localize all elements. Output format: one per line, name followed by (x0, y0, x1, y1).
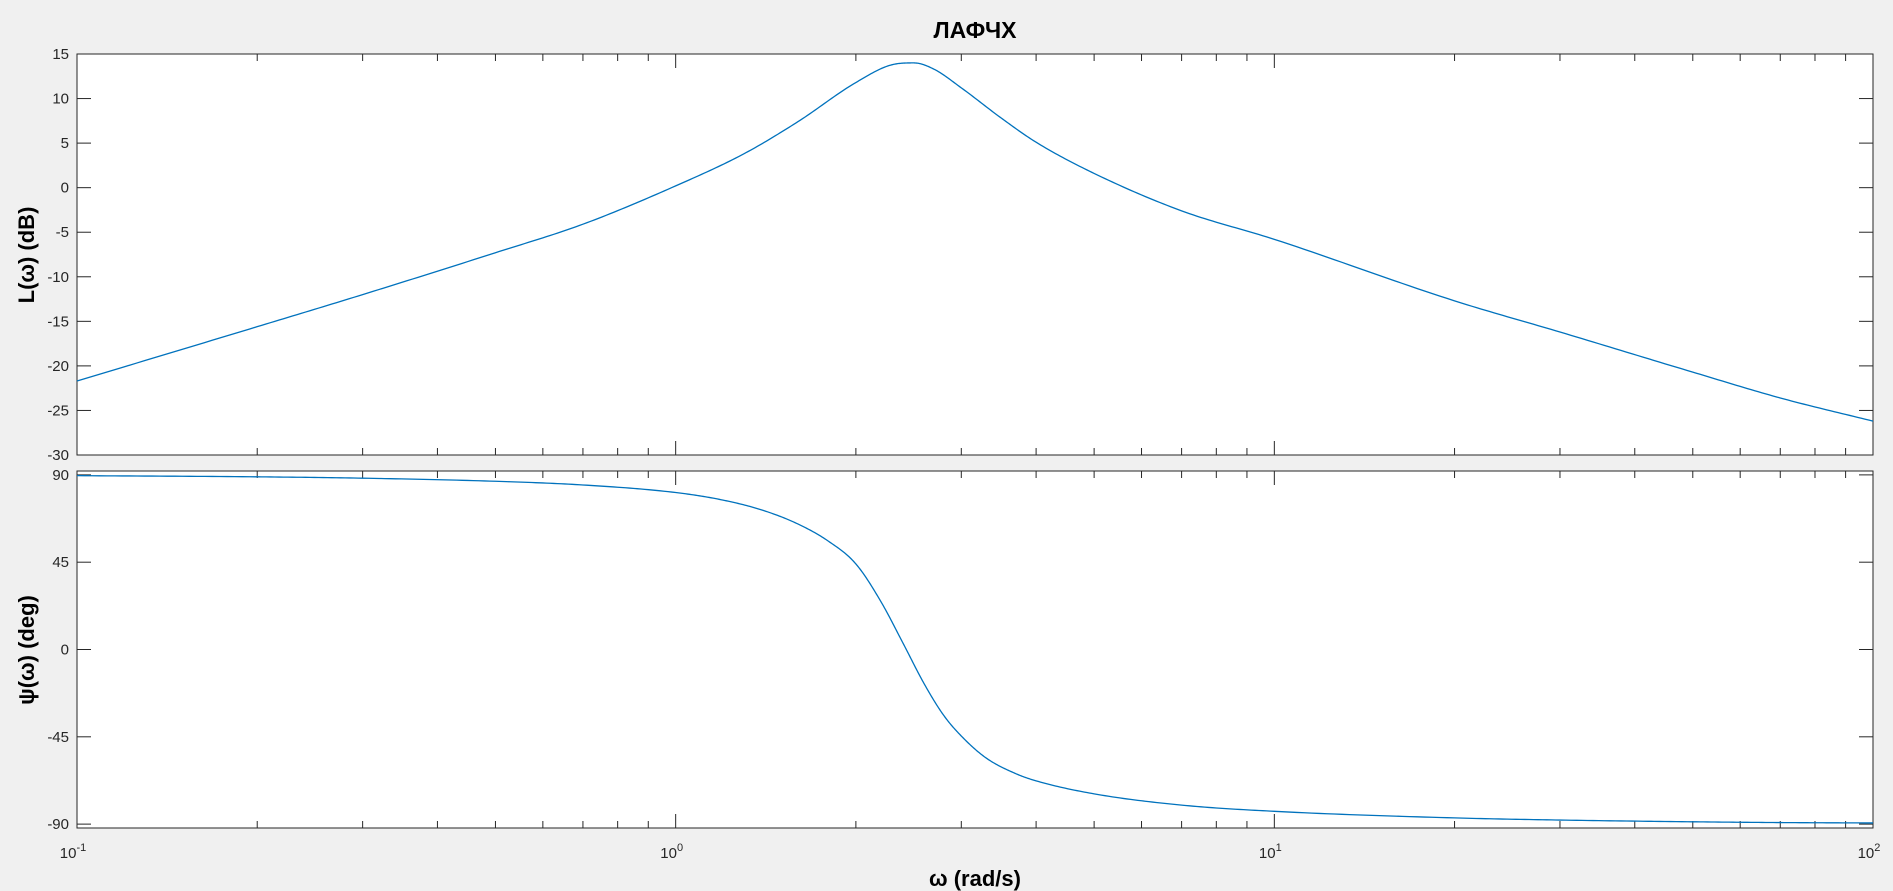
phase-y-axis-label: ψ(ω) (deg) (14, 595, 39, 705)
x-tick-label: 10-1 (60, 842, 86, 862)
magnitude-y-tick-label: -25 (47, 402, 69, 419)
magnitude-series-line (76, 62, 1874, 422)
magnitude-y-tick-label: 0 (61, 180, 69, 197)
magnitude-y-tick-label: -10 (47, 269, 69, 286)
x-axis-label: ω (rad/s) (929, 866, 1021, 891)
magnitude-y-tick-label: 5 (61, 135, 69, 152)
x-tick-labels: 10-1 100 101 102 (60, 842, 1881, 862)
magnitude-y-axis-label: L(ω) (dB) (14, 207, 39, 304)
phase-plot-area (76, 470, 1874, 829)
magnitude-y-tick-label: -20 (47, 358, 69, 375)
magnitude-y-tick-label: -30 (47, 447, 69, 464)
phase-y-tick-label: -90 (47, 816, 69, 833)
phase-axes: 90 45 0 -45 -90 10-1 100 101 102 (47, 467, 1880, 862)
magnitude-plot-area (76, 53, 1874, 456)
phase-y-tick-label: 45 (52, 554, 69, 571)
magnitude-axes: 15 10 5 0 -5 -10 -15 -20 -25 -30 (47, 46, 1874, 464)
magnitude-ticks (76, 53, 1873, 456)
magnitude-y-tick-labels: 15 10 5 0 -5 -10 -15 -20 -25 -30 (47, 46, 69, 464)
x-tick-label: 102 (1858, 842, 1881, 862)
magnitude-y-tick-label: 15 (52, 46, 69, 63)
phase-y-tick-labels: 90 45 0 -45 -90 (47, 467, 69, 833)
magnitude-y-tick-label: -5 (56, 224, 69, 241)
magnitude-y-tick-label: -15 (47, 313, 69, 330)
phase-series (76, 475, 1874, 824)
phase-y-tick-label: -45 (47, 729, 69, 746)
chart-title: ЛАФЧХ (933, 17, 1017, 43)
x-tick-label: 101 (1259, 842, 1282, 862)
magnitude-series (76, 62, 1874, 422)
x-tick-label: 100 (660, 842, 683, 862)
magnitude-y-tick-label: 10 (52, 91, 69, 108)
phase-y-tick-label: 0 (61, 642, 69, 659)
phase-y-tick-label: 90 (52, 467, 69, 484)
phase-series-line (76, 475, 1874, 824)
